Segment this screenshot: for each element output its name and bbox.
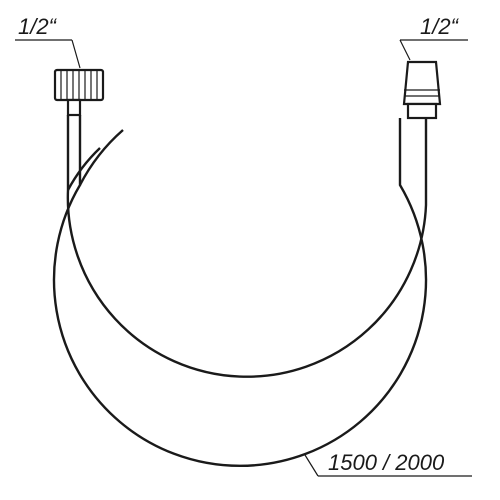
left-connector xyxy=(55,70,103,115)
length-label: 1500 / 2000 xyxy=(328,450,445,475)
left-connector-label: 1/2“ xyxy=(18,14,58,39)
callout-left: 1/2“ xyxy=(15,14,80,68)
right-connector xyxy=(404,62,440,118)
hose-diagram: 1/2“ 1/2“ 1500 / 2000 xyxy=(0,0,500,500)
hose-body xyxy=(54,115,426,466)
right-connector-label: 1/2“ xyxy=(420,14,460,39)
callout-right: 1/2“ xyxy=(400,14,468,60)
callout-length: 1500 / 2000 xyxy=(305,450,472,476)
